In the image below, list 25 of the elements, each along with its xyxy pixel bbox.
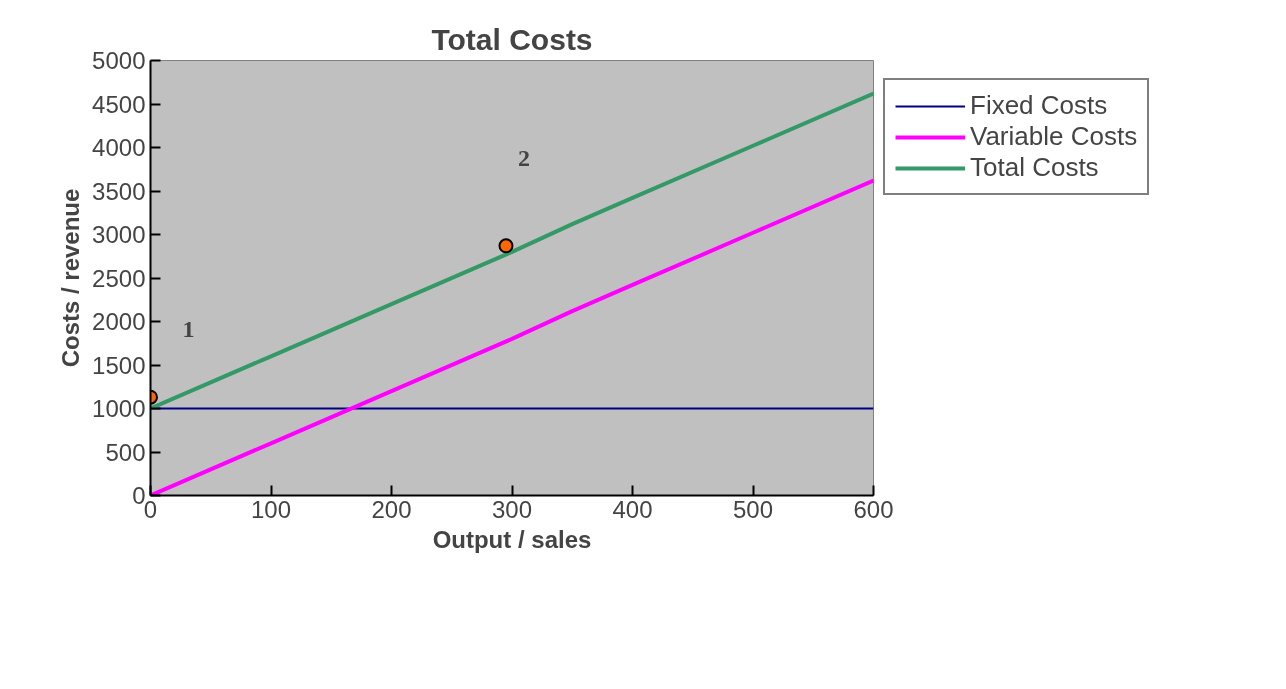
y-tick-label: 1000 [92,395,146,422]
y-tick-label: 4000 [92,134,146,161]
x-axis-title: Output / sales [432,525,592,553]
y-tick-label: 2000 [92,308,146,335]
y-tick-label: 3000 [92,221,146,248]
legend-label: Variable Costs [970,121,1138,152]
x-tick-label: 100 [250,495,292,523]
legend-label: Fixed Costs [970,90,1108,121]
y-tick-label: 3500 [92,177,146,205]
x-tick-label: 200 [371,495,412,523]
x-tick-label: 300 [491,495,533,523]
x-tick-label: 600 [853,495,894,523]
y-tick-label: 500 [105,438,146,466]
x-tick-label: 500 [732,495,774,523]
legend-label: Total Costs [970,152,1099,183]
chart-title: Total Costs [431,22,593,56]
y-tick-label: 2500 [92,264,146,292]
y-axis-title: Costs / revenue [57,188,85,368]
y-tick-label: 5000 [92,47,146,74]
x-tick-label: 400 [612,495,653,523]
y-tick-label: 1500 [92,351,146,379]
annotation: 2 [517,144,530,171]
y-tick-label: 4500 [92,90,146,118]
annotation: 1 [182,316,195,343]
line-series [150,91,874,411]
